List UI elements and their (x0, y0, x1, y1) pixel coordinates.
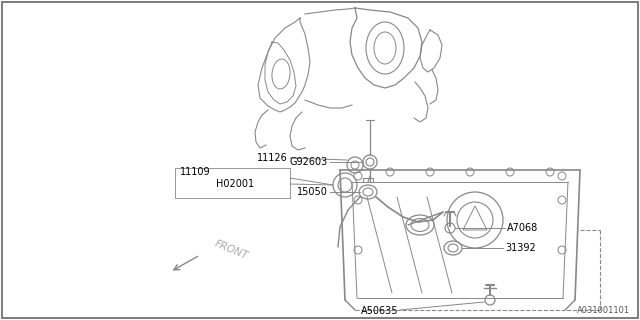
Text: FRONT: FRONT (213, 239, 250, 261)
Text: A031001101: A031001101 (577, 306, 630, 315)
Text: A50635: A50635 (360, 306, 398, 316)
Text: G92603: G92603 (290, 157, 328, 167)
Text: 11126: 11126 (257, 153, 288, 163)
Text: 15050: 15050 (297, 187, 328, 197)
Text: 11109: 11109 (180, 167, 211, 177)
Text: H02001: H02001 (216, 179, 254, 189)
Text: A7068: A7068 (507, 223, 538, 233)
Text: 31392: 31392 (505, 243, 536, 253)
